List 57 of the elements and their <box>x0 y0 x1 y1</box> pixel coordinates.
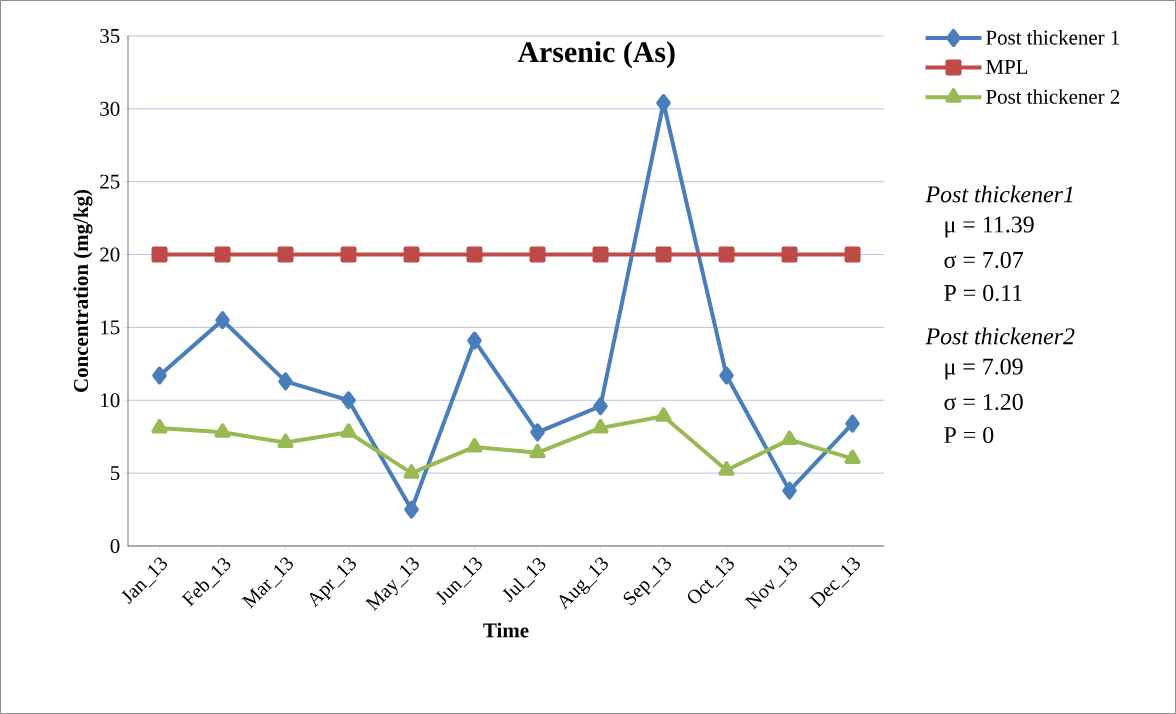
point <box>781 430 798 446</box>
point <box>782 481 797 500</box>
text: Post thickener2 <box>925 327 1075 345</box>
point <box>781 246 798 263</box>
point <box>277 433 294 449</box>
legend-label: Post thickener 2 <box>986 89 1120 104</box>
point <box>655 246 672 263</box>
text: Post thickener1 <box>925 185 1073 203</box>
point <box>151 246 168 263</box>
point <box>593 397 608 416</box>
point <box>404 500 419 519</box>
point <box>403 246 420 263</box>
point <box>529 443 546 459</box>
point <box>214 246 231 263</box>
point <box>467 331 482 350</box>
y-tick-label: 30 <box>100 101 120 116</box>
point <box>718 246 735 263</box>
point <box>530 423 545 442</box>
legend-label: Post thickener 1 <box>986 29 1120 45</box>
point <box>215 311 230 330</box>
y-tick-label: 10 <box>101 393 120 408</box>
text: σ = 1.20 <box>944 393 1023 411</box>
point <box>152 366 167 385</box>
point <box>214 423 231 438</box>
point <box>844 246 861 263</box>
point <box>592 418 609 434</box>
point <box>403 464 420 479</box>
point <box>529 246 546 263</box>
y-tick-label: 15 <box>101 320 120 335</box>
y-tick-label: 35 <box>100 28 120 44</box>
point <box>655 407 672 422</box>
point <box>341 391 356 410</box>
point <box>277 246 294 263</box>
point <box>844 449 861 465</box>
y-tick-label: 25 <box>100 174 120 189</box>
y-axis-title: Concentration (mg/kg) <box>73 189 93 392</box>
point <box>845 414 860 433</box>
point <box>592 246 609 263</box>
text: μ = 7.09 <box>945 358 1023 380</box>
y-tick-label: 20 <box>100 247 120 262</box>
point <box>340 246 357 263</box>
x-axis-title: Time <box>483 622 529 638</box>
text: P = 0.11 <box>944 284 1022 302</box>
point <box>466 437 483 453</box>
point <box>466 246 483 263</box>
text: σ = 7.07 <box>944 251 1023 269</box>
chart-title: Arsenic (As) <box>517 41 675 69</box>
y-tick-label: 0 <box>110 538 120 554</box>
point <box>718 461 735 476</box>
point <box>278 372 293 391</box>
point <box>151 418 168 434</box>
text: P = 0 <box>944 426 994 444</box>
point <box>719 366 734 385</box>
text: μ = 11.39 <box>945 216 1034 238</box>
point <box>340 423 357 438</box>
legend-label: MPL <box>986 59 1028 74</box>
y-tick-label: 5 <box>111 466 120 481</box>
